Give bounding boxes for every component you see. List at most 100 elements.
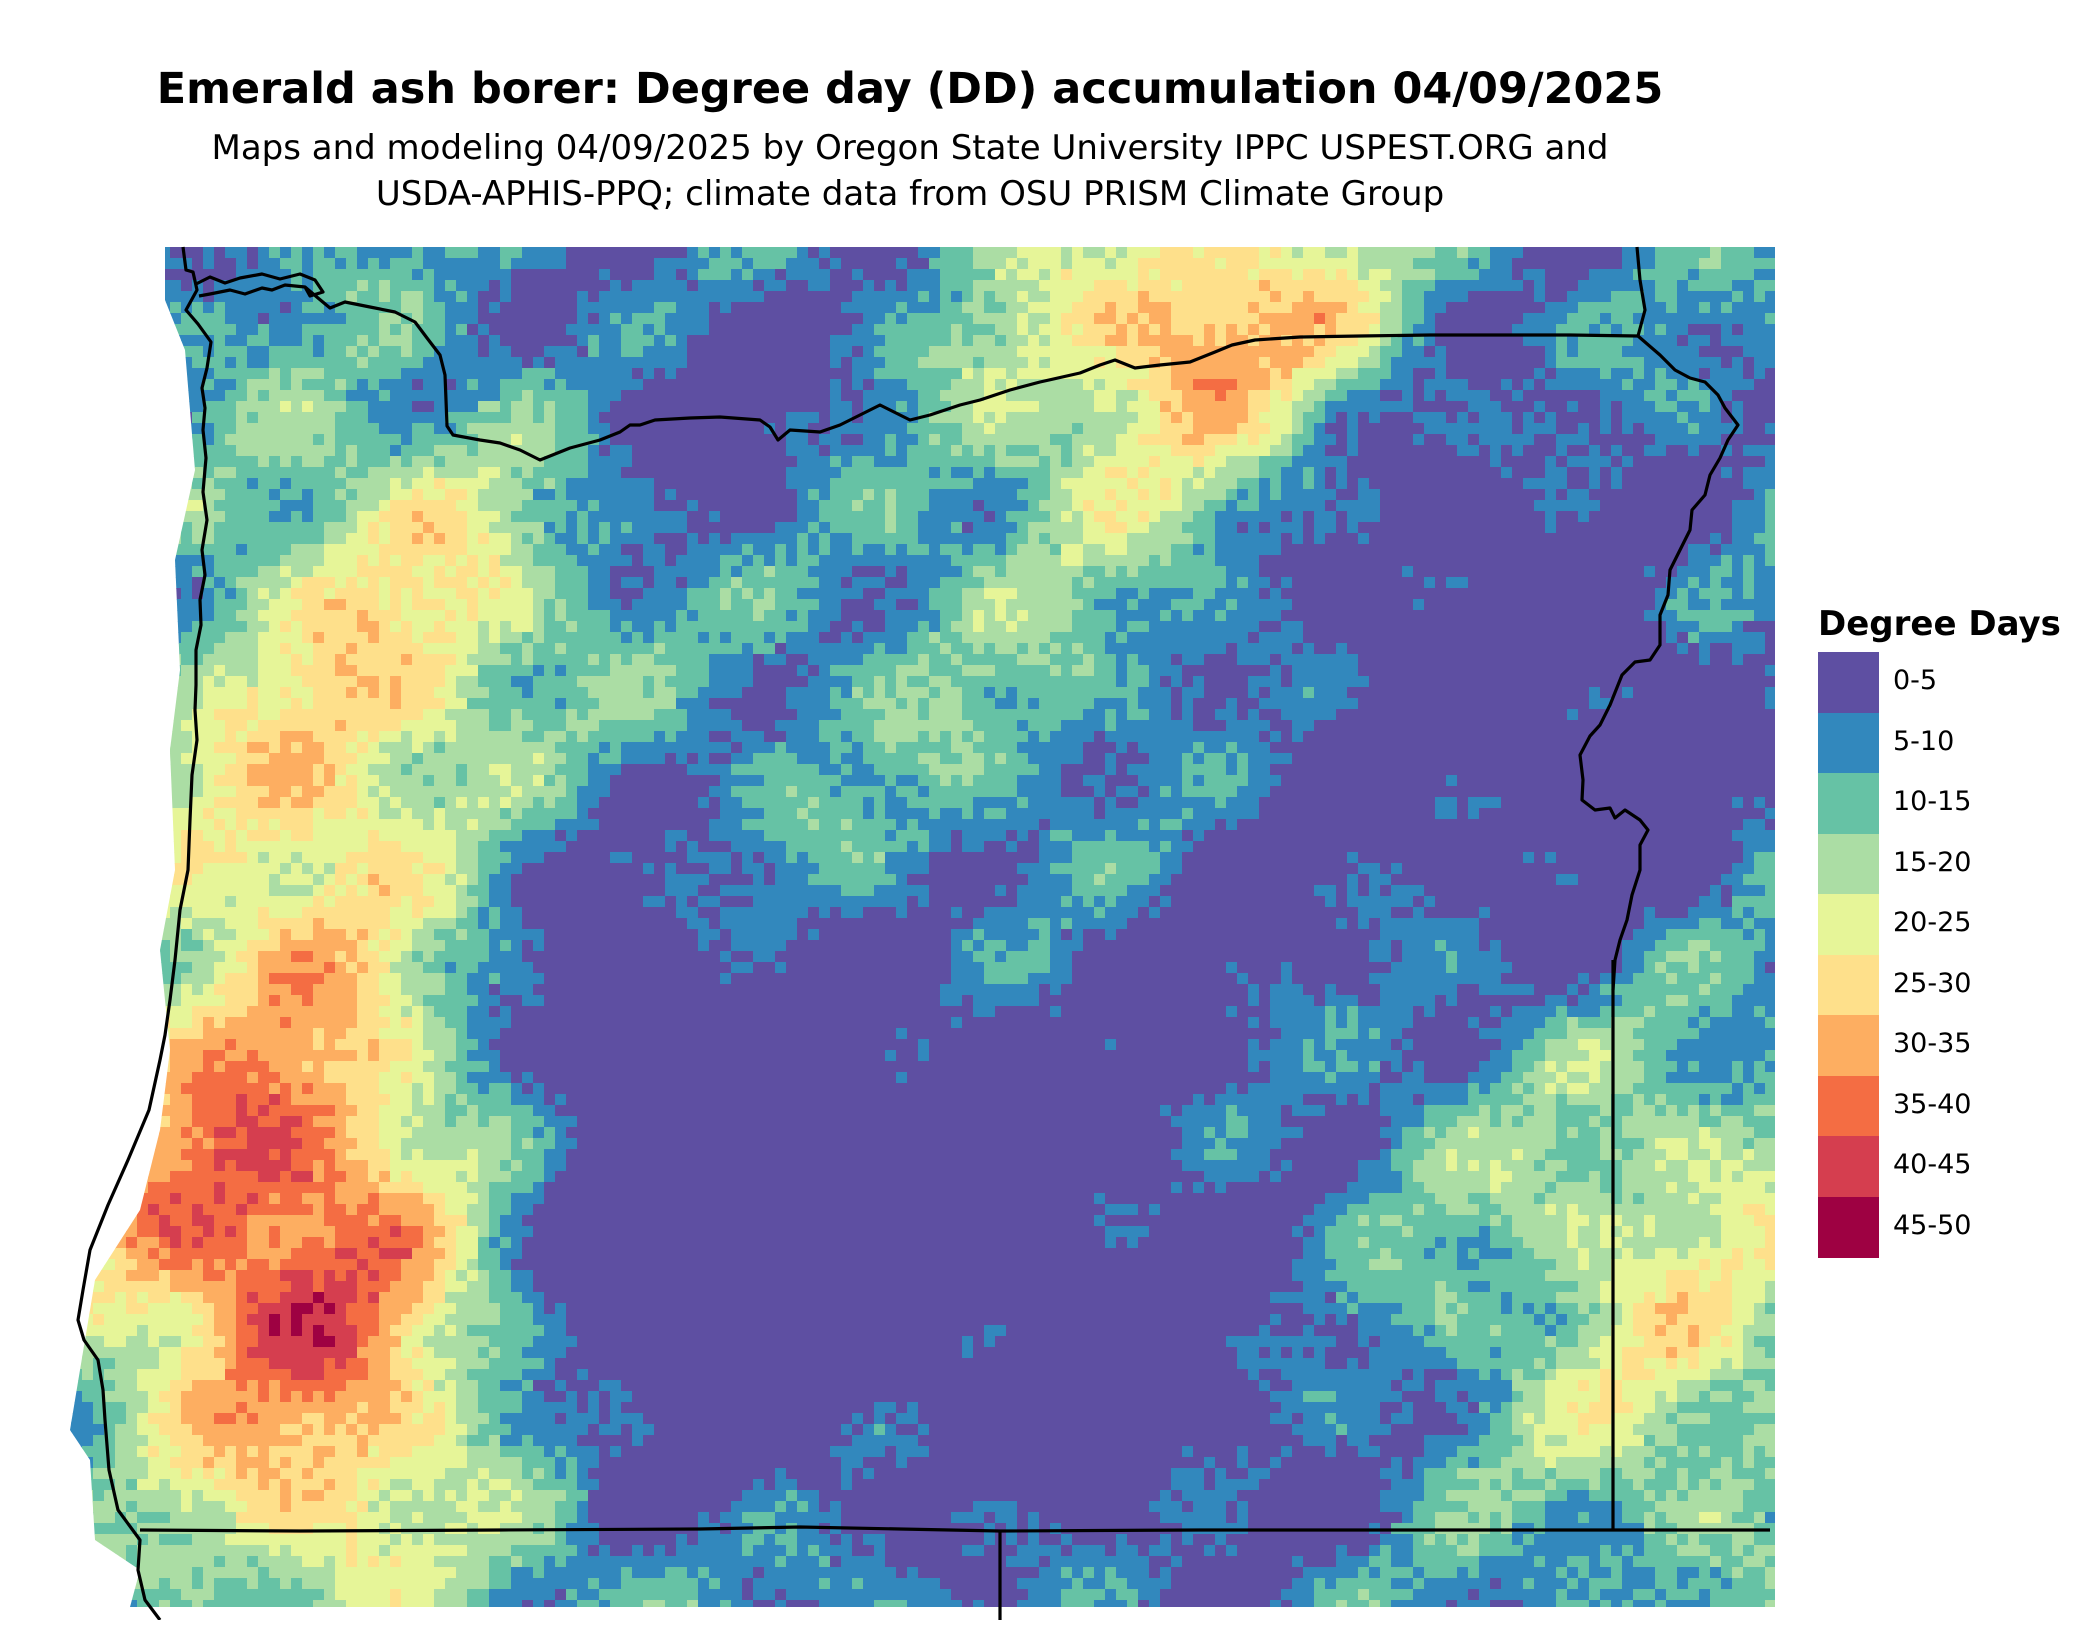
raster-cell (720, 346, 732, 358)
raster-cell (1402, 566, 1414, 578)
raster-cell (1501, 456, 1513, 468)
raster-cell (1567, 577, 1579, 589)
raster-cell (489, 324, 501, 336)
raster-cell (1380, 291, 1392, 303)
raster-cell (1094, 544, 1106, 556)
raster-cell (775, 280, 787, 292)
raster-cell (511, 577, 523, 589)
raster-cell (1325, 500, 1337, 512)
raster-cell (918, 324, 930, 336)
raster-cell (368, 291, 380, 303)
raster-cell (1402, 313, 1414, 325)
raster-cell (1369, 478, 1381, 490)
raster-cell (71, 412, 83, 424)
raster-cell (907, 280, 919, 292)
raster-cell (1138, 313, 1150, 325)
raster-cell (1138, 489, 1150, 501)
raster-cell (1600, 566, 1612, 578)
raster-cell (126, 434, 138, 446)
raster-cell (1765, 555, 1777, 567)
raster-cell (1248, 412, 1260, 424)
raster-cell (533, 555, 545, 567)
raster-cell (522, 324, 534, 336)
raster-cell (1754, 412, 1766, 424)
raster-cell (621, 368, 633, 380)
raster-cell (544, 489, 556, 501)
raster-cell (1303, 434, 1315, 446)
raster-cell (610, 291, 622, 303)
raster-cell (522, 291, 534, 303)
raster-cell (1215, 533, 1227, 545)
raster-cell (1369, 533, 1381, 545)
raster-cell (1721, 335, 1733, 347)
raster-cell (1237, 555, 1249, 567)
raster-cell (313, 401, 325, 413)
raster-cell (522, 434, 534, 446)
raster-cell (995, 346, 1007, 358)
raster-cell (104, 456, 116, 468)
raster-cell (1633, 566, 1645, 578)
raster-cell (1688, 588, 1700, 600)
raster-cell (1072, 533, 1084, 545)
raster-cell (500, 566, 512, 578)
raster-cell (1171, 434, 1183, 446)
raster-cell (610, 346, 622, 358)
raster-cell (775, 456, 787, 468)
raster-cell (632, 247, 644, 259)
raster-cell (1193, 368, 1205, 380)
map-subtitle-line-1: Maps and modeling 04/09/2025 by Oregon S… (0, 128, 1820, 168)
raster-cell (984, 280, 996, 292)
raster-cell (1556, 357, 1568, 369)
raster-cell (1039, 324, 1051, 336)
raster-cell (390, 335, 402, 347)
raster-cell (1534, 434, 1546, 446)
raster-cell (1182, 423, 1194, 435)
raster-cell (1237, 401, 1249, 413)
raster-cell (566, 335, 578, 347)
raster-cell (1556, 500, 1568, 512)
raster-cell (500, 522, 512, 534)
raster-cell (1424, 555, 1436, 567)
raster-cell (1006, 357, 1018, 369)
raster-cell (885, 533, 897, 545)
raster-cell (1017, 555, 1029, 567)
raster-cell (1116, 412, 1128, 424)
raster-cell (269, 445, 281, 457)
raster-cell (687, 291, 699, 303)
raster-cell (1281, 412, 1293, 424)
raster-cell (1303, 357, 1315, 369)
raster-cell (588, 401, 600, 413)
raster-cell (1611, 247, 1623, 259)
raster-cell (610, 390, 622, 402)
raster-cell (786, 555, 798, 567)
raster-cell (1292, 368, 1304, 380)
raster-cell (302, 522, 314, 534)
raster-cell (412, 555, 424, 567)
raster-cell (786, 478, 798, 490)
raster-cell (1743, 434, 1755, 446)
raster-cell (984, 423, 996, 435)
raster-cell (170, 511, 182, 523)
raster-cell (1523, 489, 1535, 501)
raster-cell (1413, 269, 1425, 281)
raster-cell (159, 489, 171, 501)
raster-cell (654, 401, 666, 413)
raster-cell (93, 577, 105, 589)
raster-cell (511, 423, 523, 435)
raster-cell (1545, 313, 1557, 325)
raster-cell (1655, 247, 1667, 259)
raster-cell (1424, 434, 1436, 446)
raster-cell (1292, 302, 1304, 314)
raster-cell (1303, 291, 1315, 303)
raster-cell (170, 247, 182, 259)
raster-cell (1512, 291, 1524, 303)
raster-cell (1633, 522, 1645, 534)
raster-cell (379, 588, 391, 600)
raster-cell (258, 401, 270, 413)
raster-cell (1171, 401, 1183, 413)
raster-cell (742, 346, 754, 358)
raster-cell (1512, 522, 1524, 534)
raster-cell (962, 247, 974, 259)
raster-cell (962, 445, 974, 457)
raster-cell (93, 522, 105, 534)
